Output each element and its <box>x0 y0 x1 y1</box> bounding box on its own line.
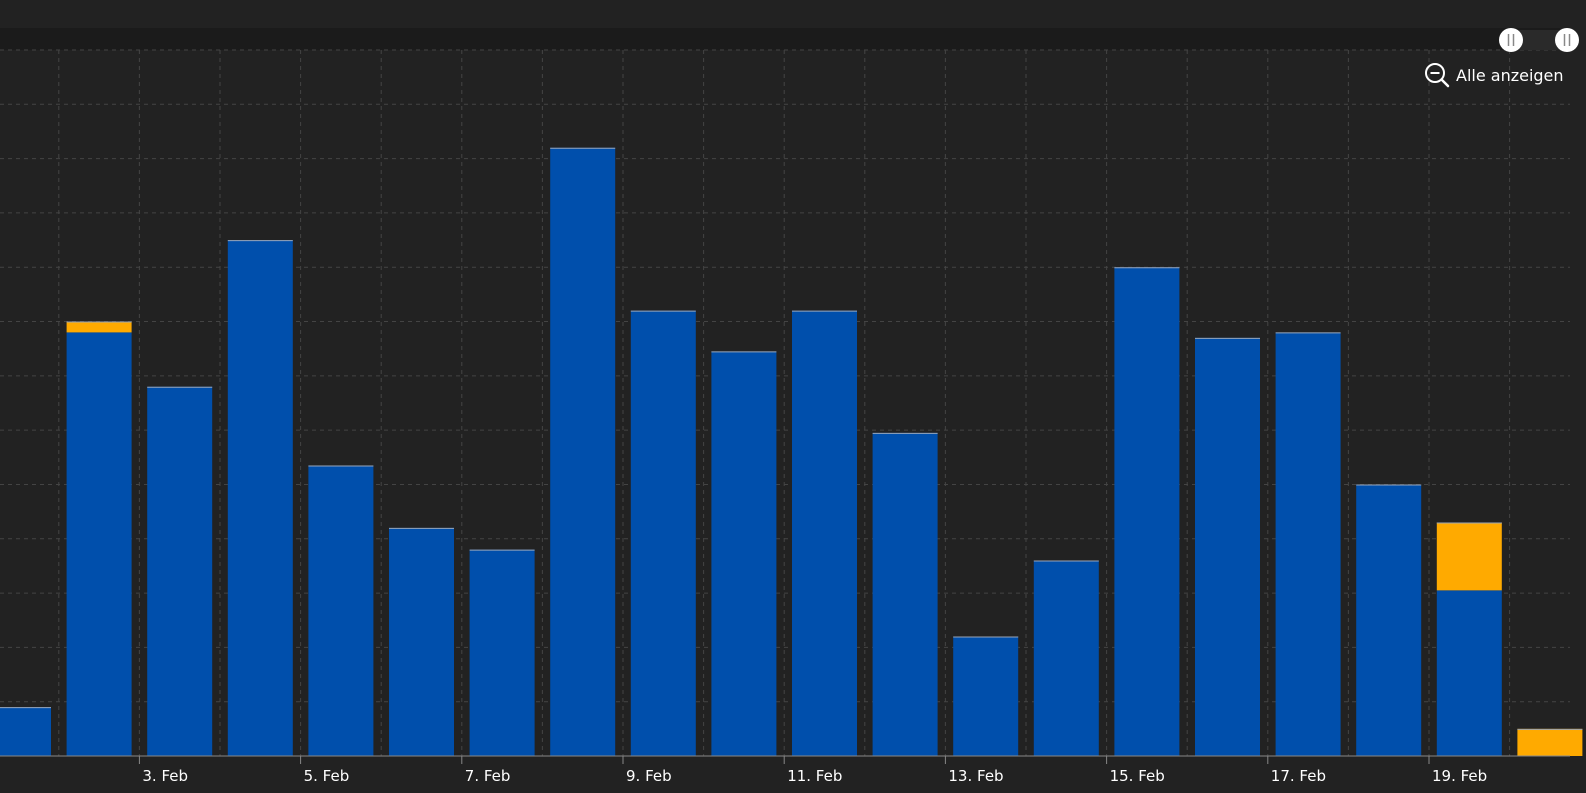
bar-primary[interactable] <box>550 147 616 756</box>
bar-primary[interactable] <box>389 527 454 756</box>
bar-primary[interactable] <box>308 465 374 756</box>
navigator-selected-range[interactable] <box>1512 30 1564 50</box>
x-tick-label: 17. Feb <box>1271 767 1326 785</box>
bar-secondary[interactable] <box>1517 728 1583 756</box>
navigator-track[interactable] <box>0 28 1560 50</box>
bar-secondary[interactable] <box>1436 522 1502 591</box>
bar-primary[interactable] <box>0 707 51 756</box>
bar-primary[interactable] <box>711 351 777 756</box>
bar-primary[interactable] <box>1275 332 1341 756</box>
x-tick-label: 9. Feb <box>626 767 672 785</box>
x-tick-label: 19. Feb <box>1432 767 1487 785</box>
bar-primary[interactable] <box>1356 484 1422 756</box>
zoom-out-icon <box>1425 63 1450 88</box>
bar-primary[interactable] <box>469 549 535 756</box>
bar-primary[interactable] <box>1033 560 1099 756</box>
zoom-reset-label: Alle anzeigen <box>1456 65 1564 85</box>
grid-lines <box>0 49 1570 756</box>
x-tick-label: 15. Feb <box>1110 767 1165 785</box>
bar-primary[interactable] <box>792 310 857 756</box>
navigator-handle-right[interactable] <box>1555 28 1579 52</box>
bar-primary[interactable] <box>1114 267 1180 756</box>
x-axis-ticks: 3. Feb 5. Feb 7. Feb 9. Feb 11. Feb 13. Feb 15… <box>138 756 1487 785</box>
x-tick-label: 11. Feb <box>787 767 842 785</box>
bar-primary[interactable] <box>872 432 938 756</box>
bar-primary[interactable] <box>147 386 213 756</box>
navigator-handle-left[interactable] <box>1499 28 1523 52</box>
bar-primary[interactable] <box>1195 337 1260 756</box>
bar-primary[interactable] <box>630 310 696 756</box>
x-tick-label: 5. Feb <box>304 767 350 785</box>
zoom-reset-button[interactable]: Alle anzeigen <box>1424 61 1564 89</box>
x-tick-label: 3. Feb <box>142 767 188 785</box>
bar-primary[interactable] <box>227 240 293 757</box>
x-tick-label: 13. Feb <box>948 767 1003 785</box>
bar-primary[interactable] <box>953 636 1019 756</box>
bar-primary[interactable] <box>1436 590 1502 756</box>
x-tick-label: 7. Feb <box>465 767 511 785</box>
bar-primary[interactable] <box>66 332 132 756</box>
bar-secondary[interactable] <box>66 321 132 333</box>
bars <box>0 147 1583 757</box>
